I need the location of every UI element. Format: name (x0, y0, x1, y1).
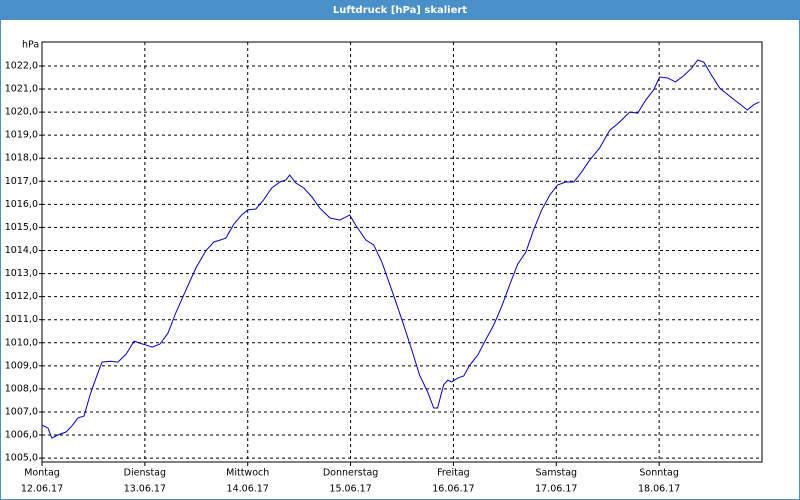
y-tick-label: 1016,0 (5, 199, 38, 210)
x-tick-date: 16.06.17 (432, 484, 474, 495)
y-tick-label: 1014,0 (5, 245, 38, 256)
y-tick-label: 1010,0 (5, 337, 38, 348)
title-bar (0, 0, 800, 20)
x-tick-label: Donnerstag (323, 468, 378, 479)
y-tick-label: 1017,0 (5, 176, 38, 187)
y-axis-label: hPa (22, 40, 39, 51)
y-tick-label: 1020,0 (5, 107, 38, 118)
x-tick-label: Montag (24, 468, 60, 479)
x-tick-label: Mittwoch (226, 468, 269, 479)
x-tick-date: 13.06.17 (124, 484, 166, 495)
x-tick-label: Dienstag (124, 468, 166, 479)
y-tick-label: 1011,0 (5, 314, 38, 325)
plot-area (41, 41, 763, 463)
y-tick-label: 1008,0 (5, 383, 38, 394)
y-tick-label: 1022,0 (5, 60, 38, 71)
y-tick-label: 1005,0 (5, 453, 38, 464)
x-tick-label: Samstag (535, 468, 577, 479)
y-tick-label: 1018,0 (5, 153, 38, 164)
x-tick-label: Sonntag (639, 468, 678, 479)
y-tick-label: 1019,0 (5, 130, 38, 141)
y-tick-label: 1015,0 (5, 222, 38, 233)
x-tick-date: 15.06.17 (329, 484, 371, 495)
chart-title: Luftdruck [hPa] skaliert (333, 5, 467, 16)
x-tick-date: 18.06.17 (638, 484, 680, 495)
y-tick-label: 1009,0 (5, 360, 38, 371)
y-tick-label: 1021,0 (5, 84, 38, 95)
x-tick-date: 14.06.17 (227, 484, 269, 495)
y-tick-label: 1006,0 (5, 430, 38, 441)
y-tick-label: 1007,0 (5, 406, 38, 417)
y-tick-label: 1012,0 (5, 291, 38, 302)
data-line (41, 59, 760, 439)
x-tick-date: 17.06.17 (535, 484, 577, 495)
x-tick-label: Freitag (437, 468, 470, 479)
y-tick-label: 1013,0 (5, 268, 38, 279)
x-tick-date: 12.06.17 (21, 484, 63, 495)
